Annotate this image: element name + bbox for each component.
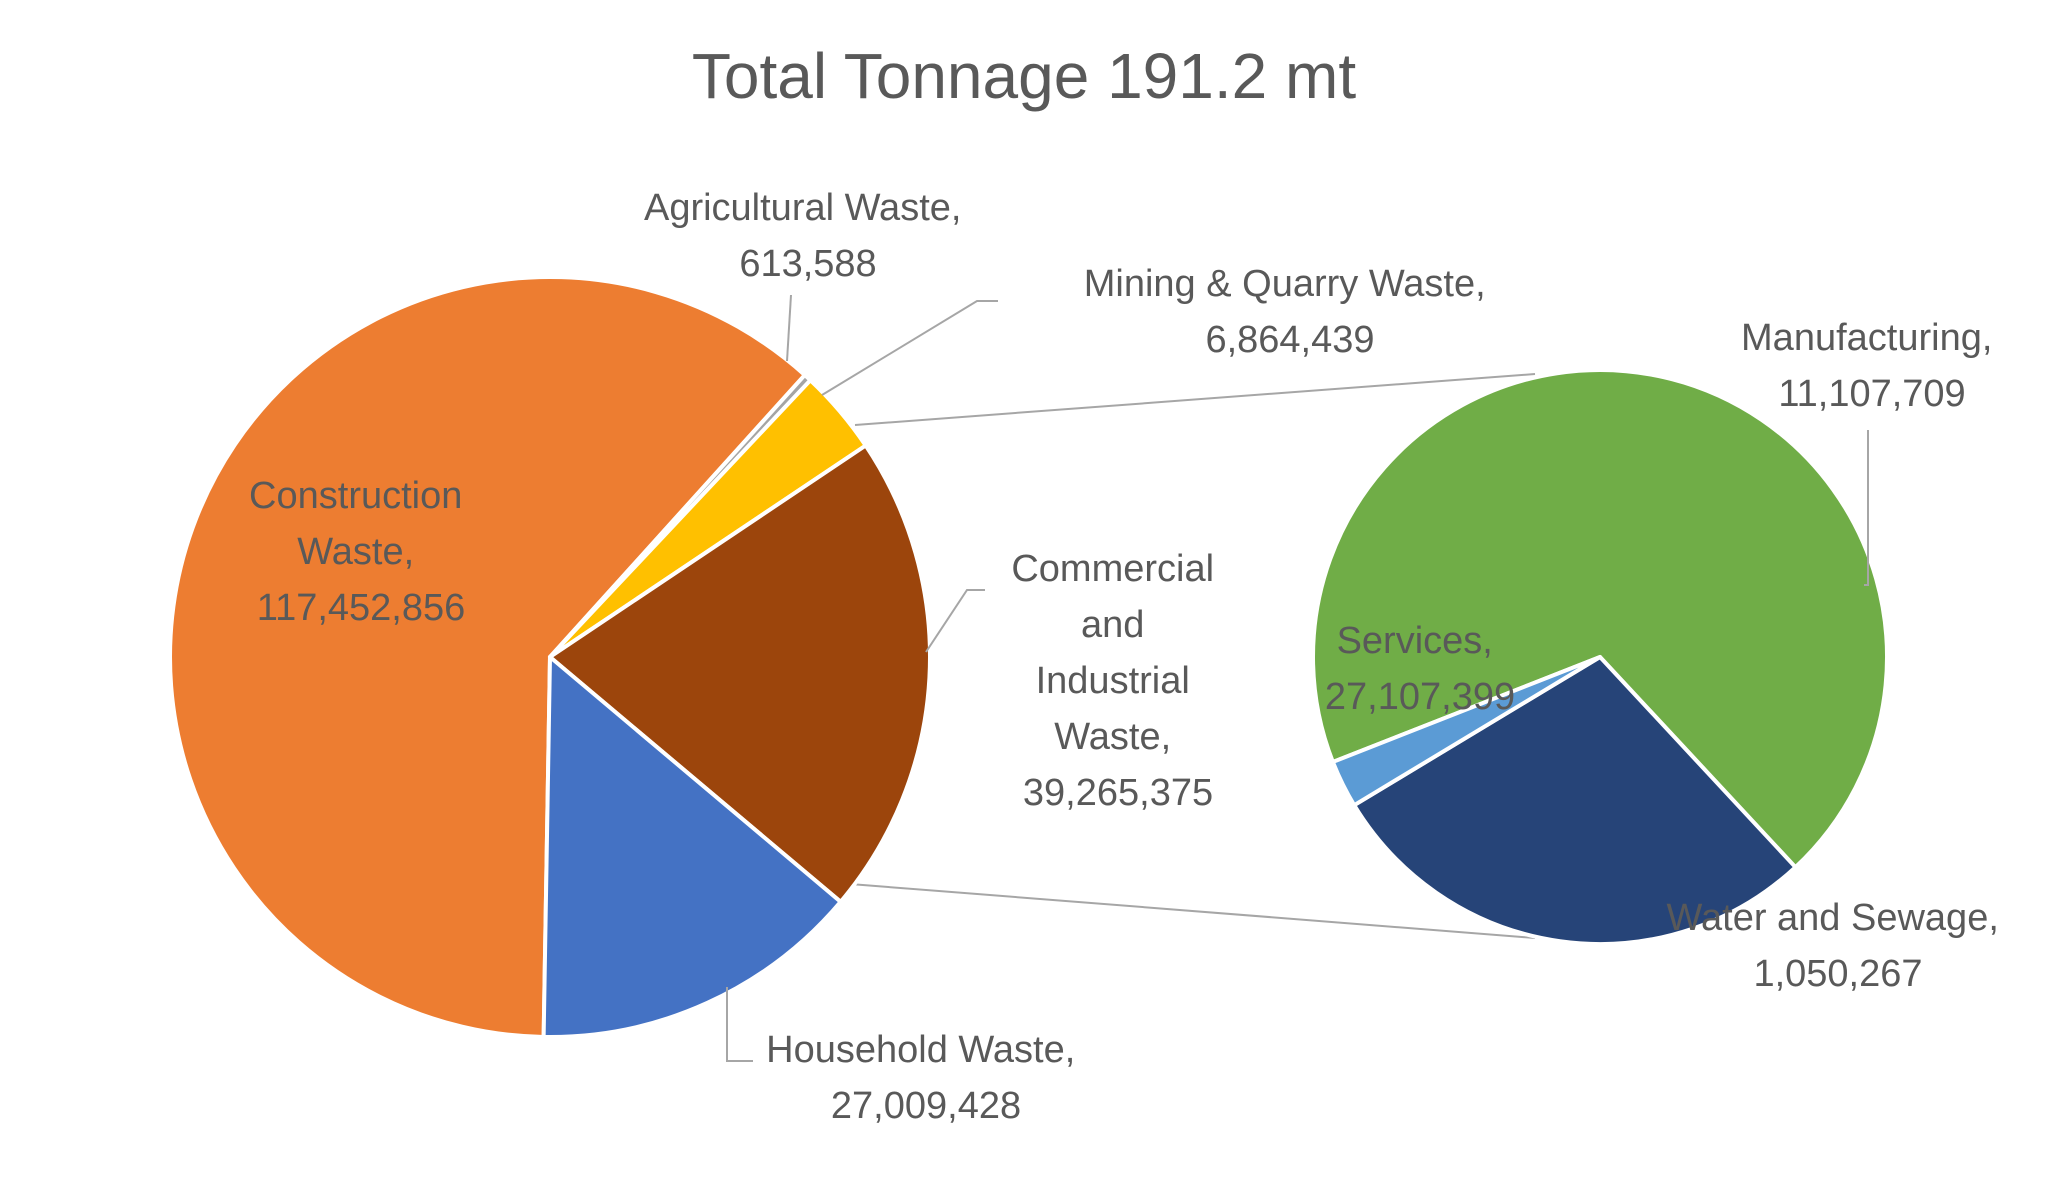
label-manufacturing: Manufacturing, 11,107,709 [1741,317,2003,415]
label-water-and-sewage: Water and Sewage, 1,050,267 [1667,897,2010,995]
connector-line-top [854,373,1536,426]
leader-line-agricultural [786,294,792,362]
leader-line-household [726,987,753,1062]
main-pie-construction-waste-slice [168,275,807,1039]
data-labels: Construction Waste, 117,452,856 Agricult… [249,187,2010,1127]
secondary-pie-services-slice [1311,368,1889,870]
secondary-pie [1311,368,1889,946]
label-agricultural-waste: Agricultural Waste, 613,588 [644,187,972,285]
leader-line-manufacturing [1864,430,1869,586]
label-household-waste: Household Waste, 27,009,428 [766,1029,1086,1127]
chart-title: Total Tonnage 191.2 mt [692,40,1356,112]
leader-line-commercial [925,589,985,653]
secondary-pie-water-and-sewage-slice [1330,655,1602,808]
connector-line-bottom [849,883,1536,939]
main-pie-commercial-and-industrial-waste-slice [548,443,932,904]
main-pie-household-waste-slice [541,655,843,1039]
secondary-pie-manufacturing-slice [1352,655,1798,946]
label-services: Services, 27,107,399 [1325,620,1515,718]
label-mining-quarry-waste: Mining & Quarry Waste, 6,864,439 [1084,263,1497,361]
label-commercial-industrial-waste: Commercial and Industrial Waste, 39,265,… [1011,548,1224,814]
label-construction-waste: Construction Waste, 117,452,856 [249,475,473,629]
connector-lines [849,373,1536,939]
leader-lines [726,294,1869,1062]
main-pie [168,275,932,1039]
leader-line-mining [821,300,998,396]
